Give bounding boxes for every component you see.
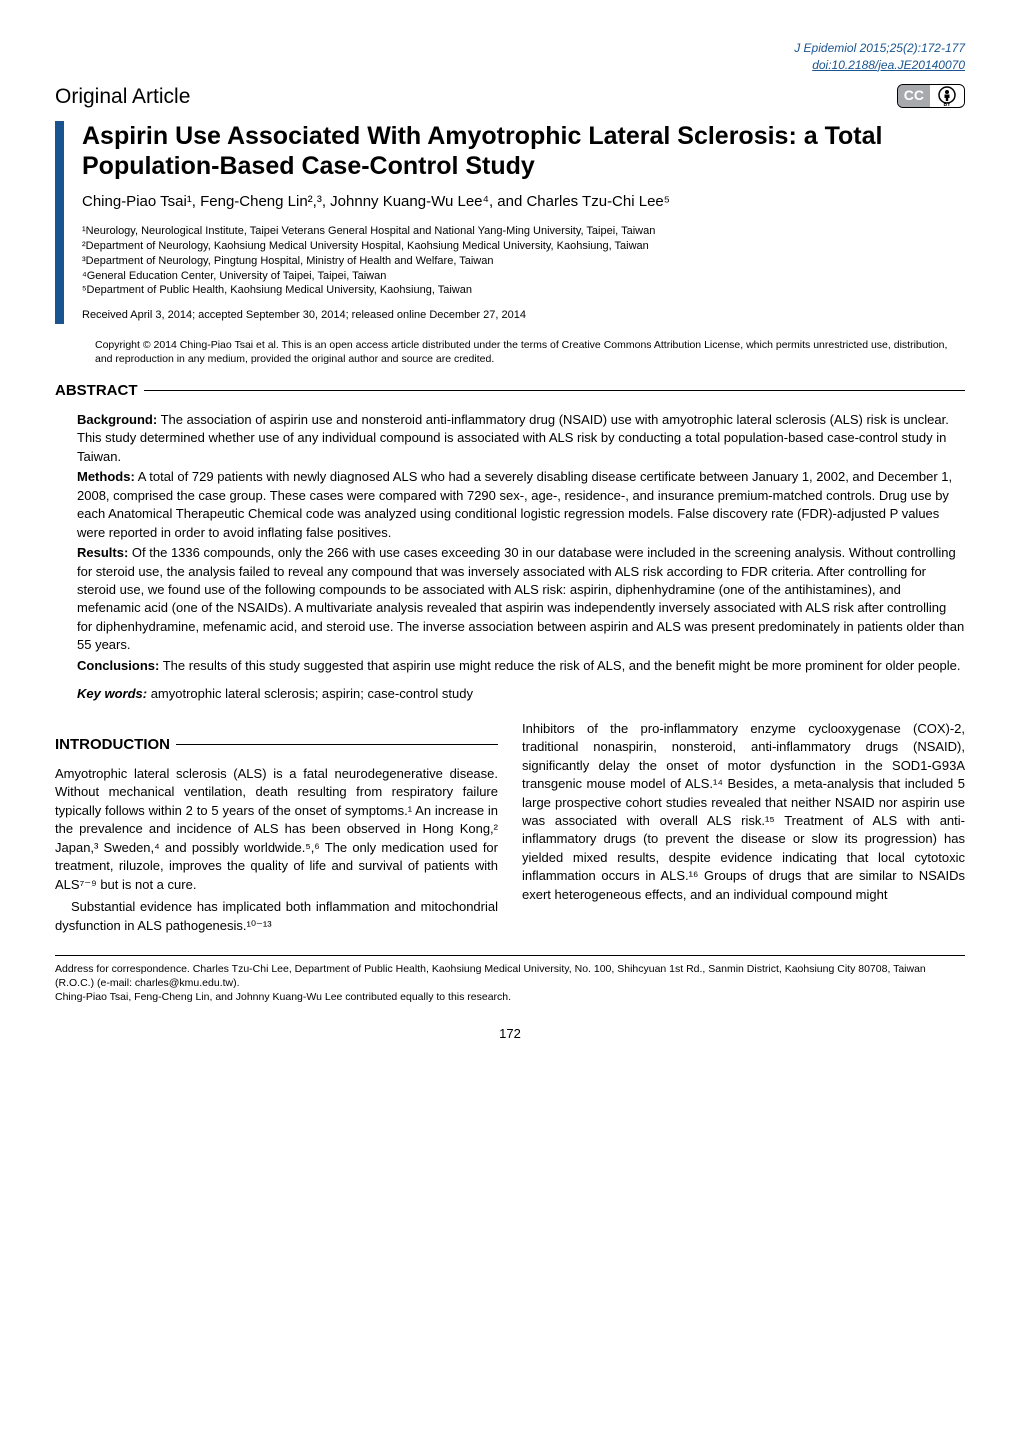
affiliation-5: ⁵Department of Public Health, Kaohsiung … bbox=[82, 283, 965, 298]
affiliation-4: ⁴General Education Center, University of… bbox=[82, 269, 965, 284]
title-block: Aspirin Use Associated With Amyotrophic … bbox=[55, 121, 965, 324]
background-text: The association of aspirin use and nonst… bbox=[77, 412, 949, 464]
abstract-background: Background: The association of aspirin u… bbox=[77, 411, 965, 466]
column-left: INTRODUCTION Amyotrophic lateral scleros… bbox=[55, 720, 498, 939]
results-label: Results: bbox=[77, 545, 128, 560]
affiliation-1: ¹Neurology, Neurological Institute, Taip… bbox=[82, 224, 965, 239]
affiliation-3: ³Department of Neurology, Pingtung Hospi… bbox=[82, 254, 965, 269]
doi-link[interactable]: doi:10.2188/jea.JE20140070 bbox=[794, 57, 965, 74]
header: J Epidemiol 2015;25(2):172-177 doi:10.21… bbox=[55, 40, 965, 74]
received-dates: Received April 3, 2014; accepted Septemb… bbox=[82, 308, 965, 323]
abstract-results: Results: Of the 1336 compounds, only the… bbox=[77, 544, 965, 655]
methods-text: A total of 729 patients with newly diagn… bbox=[77, 469, 952, 539]
journal-reference: J Epidemiol 2015;25(2):172-177 doi:10.21… bbox=[794, 40, 965, 74]
keywords-label: Key words: bbox=[77, 686, 147, 701]
intro-p2: Substantial evidence has implicated both… bbox=[55, 898, 498, 935]
intro-p3: Inhibitors of the pro-inflammatory enzym… bbox=[522, 720, 965, 905]
copyright-notice: Copyright © 2014 Ching-Piao Tsai et al. … bbox=[95, 338, 965, 366]
methods-label: Methods: bbox=[77, 469, 135, 484]
footer-separator bbox=[55, 955, 965, 956]
cc-icon: CC bbox=[898, 84, 930, 108]
journal-ref-line: J Epidemiol 2015;25(2):172-177 bbox=[794, 40, 965, 57]
intro-heading: INTRODUCTION bbox=[55, 734, 498, 755]
affiliation-2: ²Department of Neurology, Kaohsiung Medi… bbox=[82, 239, 965, 254]
article-type: Original Article bbox=[55, 82, 190, 111]
column-right: Inhibitors of the pro-inflammatory enzym… bbox=[522, 720, 965, 939]
correspondence: Address for correspondence. Charles Tzu-… bbox=[55, 962, 965, 990]
author-list: Ching-Piao Tsai¹, Feng-Cheng Lin²,³, Joh… bbox=[82, 191, 965, 212]
keywords: Key words: amyotrophic lateral sclerosis… bbox=[77, 685, 965, 703]
keywords-text: amyotrophic lateral sclerosis; aspirin; … bbox=[151, 686, 473, 701]
article-title: Aspirin Use Associated With Amyotrophic … bbox=[82, 121, 965, 181]
intro-heading-text: INTRODUCTION bbox=[55, 734, 170, 755]
abstract-heading: ABSTRACT bbox=[55, 380, 965, 401]
cc-license-badge[interactable]: CC BY bbox=[897, 84, 965, 108]
conclusions-text: The results of this study suggested that… bbox=[163, 658, 961, 673]
background-label: Background: bbox=[77, 412, 157, 427]
article-type-row: Original Article CC BY bbox=[55, 82, 965, 111]
svg-text:BY: BY bbox=[944, 102, 952, 106]
abstract-conclusions: Conclusions: The results of this study s… bbox=[77, 657, 965, 675]
intro-p1: Amyotrophic lateral sclerosis (ALS) is a… bbox=[55, 765, 498, 894]
conclusions-label: Conclusions: bbox=[77, 658, 159, 673]
affiliations: ¹Neurology, Neurological Institute, Taip… bbox=[82, 224, 965, 298]
body-columns: INTRODUCTION Amyotrophic lateral scleros… bbox=[55, 720, 965, 939]
abstract-body: Background: The association of aspirin u… bbox=[77, 411, 965, 704]
abstract-methods: Methods: A total of 729 patients with ne… bbox=[77, 468, 965, 542]
page-number: 172 bbox=[55, 1025, 965, 1043]
footer: Address for correspondence. Charles Tzu-… bbox=[55, 962, 965, 1005]
abstract-heading-text: ABSTRACT bbox=[55, 380, 138, 401]
results-text: Of the 1336 compounds, only the 266 with… bbox=[77, 545, 964, 652]
cc-by-icon: BY bbox=[930, 86, 964, 106]
contribution-note: Ching-Piao Tsai, Feng-Cheng Lin, and Joh… bbox=[55, 990, 965, 1004]
